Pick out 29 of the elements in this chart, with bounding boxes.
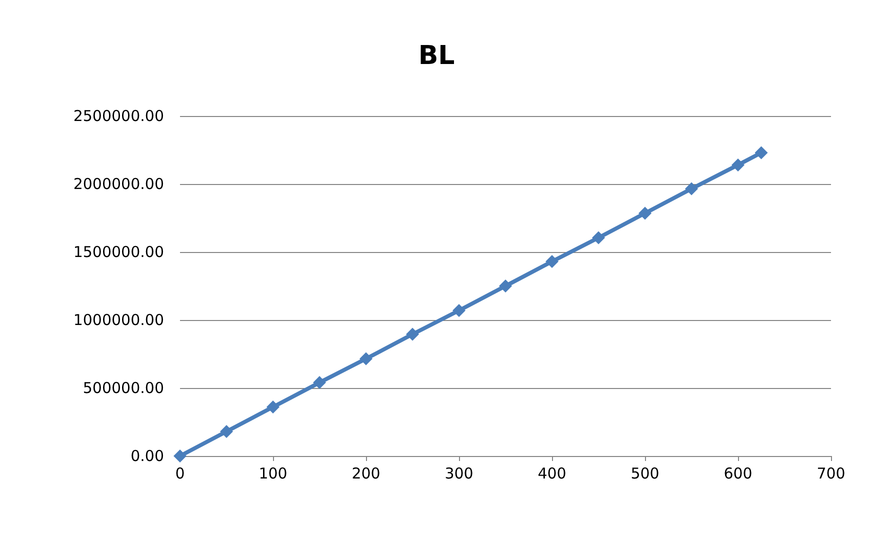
- point: [313, 376, 326, 390]
- x-tick-label: 300: [444, 464, 474, 482]
- point: [592, 231, 605, 244]
- point: [638, 206, 652, 220]
- y-tick-label: 1500000.00: [73, 243, 164, 261]
- x-tick-label: 200: [352, 464, 380, 482]
- chart-title: BL: [418, 41, 455, 71]
- point: [174, 450, 186, 462]
- y-tick-label: 2500000.00: [73, 107, 164, 125]
- point: [546, 255, 558, 268]
- x-tick-label: 600: [724, 464, 752, 482]
- point: [220, 425, 233, 438]
- y-tick-label: 2000000.00: [73, 175, 164, 193]
- x-tick-label: 100: [258, 464, 288, 482]
- y-tick-label: 1000000.00: [73, 311, 164, 329]
- point: [452, 304, 466, 317]
- x-tick-label: 400: [538, 464, 566, 482]
- y-tick-label: 0.00: [130, 447, 164, 465]
- y-tick-label: 500000.00: [82, 379, 164, 397]
- point: [499, 280, 512, 292]
- point: [360, 352, 372, 366]
- point: [732, 158, 744, 172]
- x-tick-label: 500: [630, 464, 660, 482]
- point: [266, 400, 280, 414]
- x-tick-label: 0: [175, 464, 185, 482]
- point: [754, 146, 768, 160]
- x-tick-label: 700: [816, 464, 846, 482]
- point: [685, 182, 698, 196]
- point: [406, 328, 419, 341]
